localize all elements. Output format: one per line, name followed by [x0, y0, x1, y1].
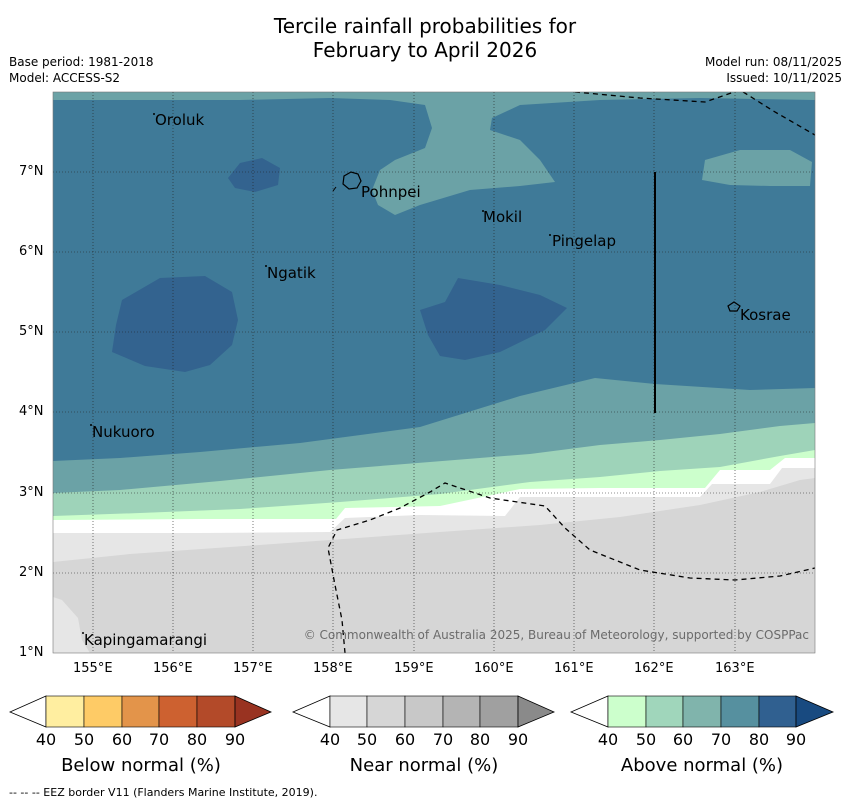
kosrae-island-outline — [727, 301, 741, 312]
above-tick: 80 — [748, 730, 770, 749]
below-swatch-70-80 — [158, 695, 198, 728]
lat-label-5n: 5°N — [19, 324, 44, 339]
near-swatch-80-90 — [479, 695, 519, 728]
near-40-50-patch — [53, 597, 90, 653]
near-tick: 80 — [469, 730, 491, 749]
above-lower-arrow — [569, 695, 609, 728]
below-lower-arrow — [8, 695, 47, 728]
colorbar-below — [8, 695, 273, 728]
below-swatch-80-90 — [196, 695, 236, 728]
below-swatch-60-70 — [121, 695, 160, 728]
pohnpei-island-outline — [342, 171, 362, 190]
atoll-markers — [82, 113, 551, 634]
near-upper-arrow — [517, 695, 556, 728]
above-tick: 40 — [597, 730, 619, 749]
place-label-pingelap: Pingelap — [552, 232, 617, 250]
near-tick: 90 — [507, 730, 529, 749]
lon-label-163e: 163°E — [715, 661, 755, 676]
issued-label: Issued: 10/11/2025 — [726, 71, 842, 85]
eez-border-note: -- -- -- EEZ border V11 (Flanders Marine… — [9, 786, 318, 799]
ant-atoll-mark — [332, 186, 337, 192]
below-tick: 70 — [148, 730, 170, 749]
place-label-mokil: Mokil — [483, 208, 523, 226]
map-frame — [52, 91, 816, 654]
above-tick: 70 — [710, 730, 732, 749]
below-tick: 40 — [35, 730, 57, 749]
below-swatch-50-60 — [83, 695, 123, 728]
colorbar-above — [569, 695, 835, 728]
lon-label-161e: 161°E — [554, 661, 594, 676]
near-normal-caption: Near normal (%) — [349, 755, 499, 776]
near-tick: 40 — [319, 730, 341, 749]
map-title-line2: February to April 2026 — [312, 38, 538, 62]
colorbar-near — [291, 695, 556, 728]
model-run-label: Model run: 08/11/2025 — [704, 55, 842, 69]
near-swatch-60-70 — [404, 695, 444, 728]
below-normal-caption: Below normal (%) — [61, 755, 221, 776]
above-swatch-50-60 — [645, 695, 684, 728]
above-swatch-40-50 — [607, 695, 647, 728]
below-swatch-40-50 — [45, 695, 85, 728]
place-label-nukuoro: Nukuoro — [92, 423, 155, 441]
below-upper-arrow — [234, 695, 273, 728]
lon-label-162e: 162°E — [634, 661, 674, 676]
near-50-60-band — [53, 478, 815, 653]
near-tick: 70 — [432, 730, 454, 749]
lon-label-156e: 156°E — [153, 661, 193, 676]
above-normal-caption: Above normal (%) — [620, 755, 784, 776]
near-swatch-40-50 — [329, 695, 368, 728]
above-60-70-top — [53, 92, 815, 215]
copyright-notice: © Commonwealth of Australia 2025, Bureau… — [303, 628, 809, 642]
above-60-70-east — [702, 150, 812, 186]
below-tick: 60 — [111, 730, 133, 749]
place-label-oroluk: Oroluk — [155, 111, 205, 129]
above-tick: 60 — [672, 730, 694, 749]
probability-fields — [53, 92, 815, 653]
lat-label-3n: 3°N — [19, 485, 44, 500]
above-80-90-patch — [420, 278, 567, 360]
lon-label-160e: 160°E — [474, 661, 514, 676]
lon-label-159e: 159°E — [394, 661, 434, 676]
lat-label-6n: 6°N — [19, 244, 44, 259]
lon-label-158e: 158°E — [313, 661, 353, 676]
graticule — [53, 92, 815, 653]
above-swatch-70-80 — [720, 695, 760, 728]
above-tick: 50 — [635, 730, 657, 749]
eez-border — [327, 92, 815, 653]
above-tick: 90 — [785, 730, 807, 749]
place-label-pohnpei: Pohnpei — [361, 183, 421, 201]
above-80-90-patch — [228, 158, 280, 192]
near-lower-arrow — [291, 695, 331, 728]
place-label-kosrae: Kosrae — [740, 306, 791, 324]
lat-label-2n: 2°N — [19, 565, 44, 580]
above-80-90-patch — [112, 276, 238, 372]
below-tick: 80 — [186, 730, 208, 749]
model-label: Model: ACCESS-S2 — [9, 71, 121, 85]
place-label-ngatik: Ngatik — [267, 264, 316, 282]
map-title-line1: Tercile rainfall probabilities for — [273, 14, 577, 38]
lat-label-1n: 1°N — [19, 645, 44, 660]
near-swatch-50-60 — [366, 695, 406, 728]
below-tick: 50 — [73, 730, 95, 749]
near-swatch-70-80 — [442, 695, 481, 728]
near-tick: 50 — [356, 730, 378, 749]
near-tick: 60 — [394, 730, 416, 749]
lat-label-4n: 4°N — [19, 404, 44, 419]
place-label-kapingamarangi: Kapingamarangi — [84, 631, 208, 649]
lon-label-157e: 157°E — [233, 661, 273, 676]
base-period-label: Base period: 1981-2018 — [9, 55, 154, 69]
above-swatch-80-90 — [758, 695, 797, 728]
above-upper-arrow — [795, 695, 835, 728]
lat-label-7n: 7°N — [19, 164, 44, 179]
below-tick: 90 — [224, 730, 246, 749]
above-swatch-60-70 — [682, 695, 722, 728]
lon-label-155e: 155°E — [73, 661, 113, 676]
